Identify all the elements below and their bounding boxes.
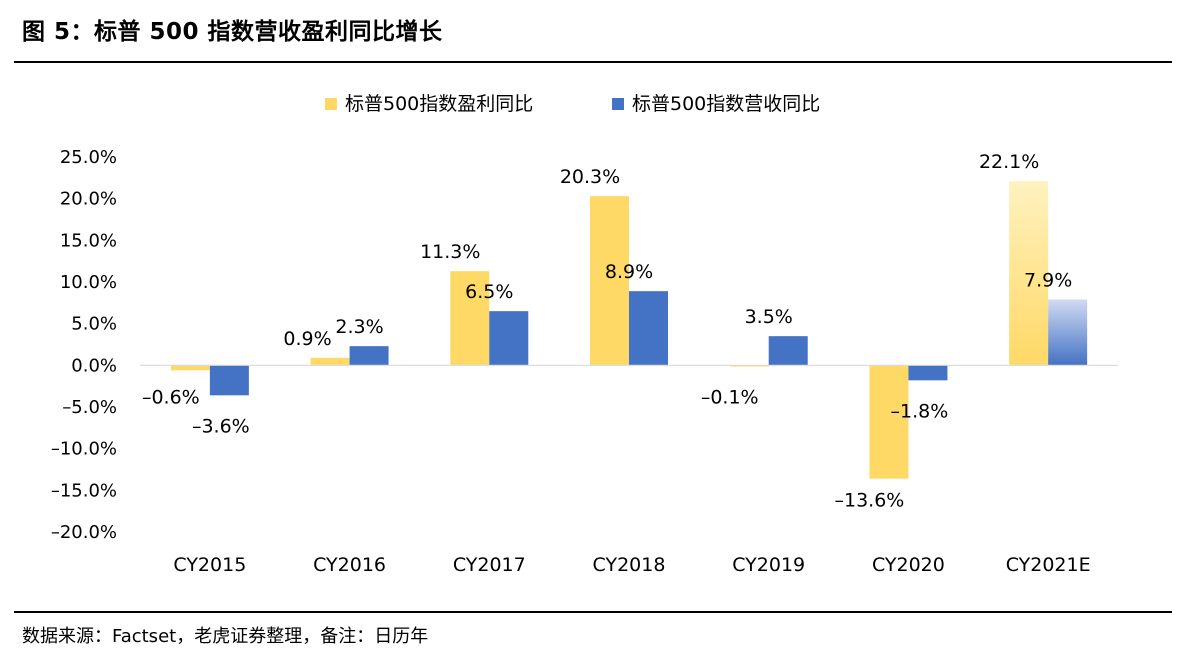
y-tick-label: 25.0% xyxy=(60,147,117,168)
data-label-revenue-CY2016: 2.3% xyxy=(335,316,383,338)
data-label-earnings-CY2021E: 22.1% xyxy=(979,151,1039,173)
x-tick-label: CY2018 xyxy=(593,554,666,576)
legend-label-1: 标普500指数营收同比 xyxy=(632,93,820,115)
data-label-revenue-CY2020: –1.8% xyxy=(891,400,949,422)
legend-swatch-0 xyxy=(325,98,337,110)
data-label-earnings-CY2019: –0.1% xyxy=(701,386,759,408)
data-label-earnings-CY2017: 11.3% xyxy=(420,241,480,263)
x-tick-label: CY2020 xyxy=(872,554,945,576)
y-tick-label: –10.0% xyxy=(51,439,117,460)
bar-earnings-CY2015 xyxy=(170,365,210,371)
data-label-earnings-CY2020: –13.6% xyxy=(834,490,904,512)
data-label-revenue-CY2018: 8.9% xyxy=(605,261,653,283)
x-tick-label: CY2021E xyxy=(1006,554,1091,576)
bar-revenue-CY2018 xyxy=(629,291,668,366)
bottom-rule xyxy=(14,611,1172,613)
x-tick-label: CY2015 xyxy=(173,554,246,576)
y-tick-label: 20.0% xyxy=(60,189,117,210)
bar-revenue-CY2015 xyxy=(209,365,249,396)
x-tick-label: CY2019 xyxy=(732,554,805,576)
y-tick-label: 15.0% xyxy=(60,230,117,251)
data-label-revenue-CY2019: 3.5% xyxy=(745,306,793,328)
data-label-revenue-CY2017: 6.5% xyxy=(465,281,513,303)
bar-earnings-CY2021E xyxy=(1009,181,1049,366)
bar-revenue-CY2020 xyxy=(908,365,948,381)
y-axis: 25.0% 20.0% 15.0% 10.0% 5.0% 0.0% –5.0% –10.0% –… xyxy=(51,147,117,543)
bar-revenue-CY2021E xyxy=(1048,299,1088,366)
bar-earnings-CY2016 xyxy=(310,357,350,366)
y-tick-label: 0.0% xyxy=(71,355,117,376)
legend: 标普500指数盈利同比 标普500指数营收同比 xyxy=(325,93,820,115)
y-tick-label: 5.0% xyxy=(71,314,117,335)
chart: 标普500指数盈利同比 标普500指数营收同比 25.0% 20.0% 15.0% 10… xyxy=(51,93,1118,576)
data-labels: –0.6% –3.6% 0.9%2.3% 11.3% 6.5% 20.3% 8.9% –0.1… xyxy=(142,151,1072,512)
bar-earnings-CY2017 xyxy=(450,271,490,366)
bar-revenue-CY2017 xyxy=(489,311,529,366)
bar-earnings-CY2018 xyxy=(590,196,629,366)
legend-swatch-1 xyxy=(612,98,624,110)
y-tick-label: –5.0% xyxy=(62,397,117,418)
data-label-earnings-CY2015: –0.6% xyxy=(142,386,200,408)
top-rule xyxy=(14,61,1172,63)
data-label-revenue-CY2015: –3.6% xyxy=(192,415,250,437)
x-axis: CY2015 CY2016 CY2017 CY2018 CY2019 CY2020 CY20… xyxy=(173,554,1090,576)
x-tick-label: CY2016 xyxy=(313,554,386,576)
bar-revenue-CY2019 xyxy=(768,336,808,366)
bars xyxy=(170,181,1088,479)
y-tick-label: –15.0% xyxy=(51,480,117,501)
data-label-revenue-CY2021E: 7.9% xyxy=(1024,270,1072,292)
source-note: 数据来源：Factset，老虎证券整理，备注：日历年 xyxy=(22,626,429,647)
y-tick-label: –20.0% xyxy=(51,522,117,543)
y-tick-label: 10.0% xyxy=(60,272,117,293)
data-label-earnings-CY2018: 20.3% xyxy=(560,166,620,188)
bar-earnings-CY2020 xyxy=(869,365,909,479)
x-tick-label: CY2017 xyxy=(453,554,526,576)
bar-revenue-CY2016 xyxy=(349,346,389,366)
data-label-earnings-CY2016: 0.9% xyxy=(283,328,331,350)
legend-label-0: 标普500指数盈利同比 xyxy=(345,93,533,115)
figure-title: 图 5：标普 500 指数营收盈利同比增长 xyxy=(22,19,443,45)
